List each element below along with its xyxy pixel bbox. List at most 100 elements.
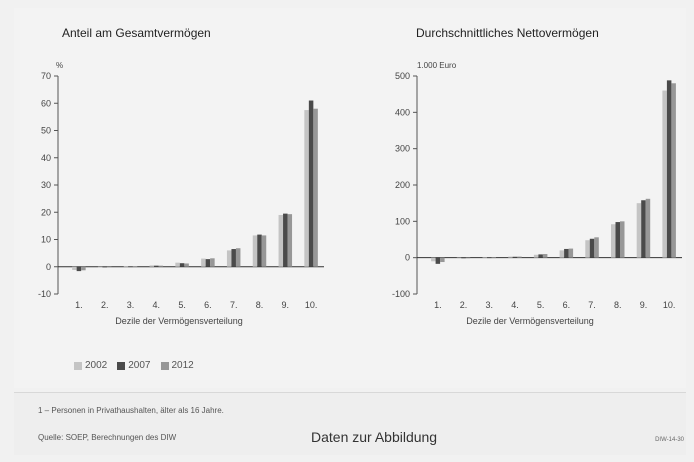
bar-right-2002-decile-5	[533, 254, 539, 258]
x-tick-label-left: 10.	[305, 300, 318, 310]
bar-right-2002-decile-1	[431, 257, 436, 262]
bar-left-2012-decile-2	[106, 266, 112, 268]
bar-left-2012-decile-8	[261, 235, 267, 267]
x-tick-label-left: 5.	[178, 300, 186, 310]
bar-right-2012-decile-2	[465, 257, 471, 259]
bar-right-2012-decile-8	[620, 221, 625, 258]
x-tick-label-left: 6.	[204, 300, 212, 310]
bar-right-2007-decile-1	[435, 257, 441, 264]
bar-left-2002-decile-10	[304, 110, 309, 267]
bar-left-2007-decile-8	[257, 234, 262, 267]
unit-label-right: 1.000 Euro	[417, 61, 457, 70]
y-tick-label-left: 30	[41, 180, 51, 190]
bar-left-2012-decile-10	[313, 108, 318, 267]
x-tick-label-right: 4.	[511, 300, 519, 310]
bar-right-2012-decile-1	[440, 257, 445, 263]
legend-item-2012: 2012	[160, 360, 194, 371]
figure-footer: 1 – Personen in Privathaushalten, älter …	[14, 392, 686, 455]
bar-right-2007-decile-2	[461, 257, 466, 259]
y-tick-label-left: 50	[41, 126, 51, 136]
y-tick-label-right: 400	[395, 107, 410, 117]
bar-left-2007-decile-2	[102, 266, 107, 268]
bar-left-2002-decile-8	[252, 235, 258, 267]
x-tick-label-right: 8.	[614, 300, 622, 310]
x-tick-label-right: 2.	[460, 300, 468, 310]
bar-left-2007-decile-5	[179, 263, 185, 267]
bar-right-2012-decile-3	[491, 257, 496, 259]
bar-right-2012-decile-9	[645, 198, 651, 258]
y-tick-label-left: 40	[41, 153, 51, 163]
bar-left-2002-decile-9	[278, 214, 284, 267]
y-tick-label-right: 300	[395, 144, 410, 154]
bar-right-2007-decile-5	[538, 254, 543, 258]
bar-right-2002-decile-4	[508, 256, 513, 258]
bar-right-2007-decile-9	[641, 200, 646, 258]
bar-right-2002-decile-7	[585, 240, 590, 258]
y-tick-label-left: 10	[41, 235, 51, 245]
bar-right-2007-decile-4	[512, 256, 518, 258]
x-tick-label-right: 1.	[434, 300, 442, 310]
chart-panel: Anteil am Gesamtvermögen Durchschnittlic…	[14, 8, 686, 388]
x-axis-label-left: Dezile der Vermögensverteilung	[115, 316, 243, 326]
x-tick-label-right: 6.	[563, 300, 571, 310]
bar-right-2012-decile-7	[594, 237, 599, 258]
bar-left-2002-decile-6	[201, 258, 206, 267]
bar-left-2012-decile-3	[132, 266, 138, 268]
x-tick-label-left: 9.	[282, 300, 290, 310]
bar-right-2007-decile-6	[564, 248, 569, 258]
bar-right-2007-decile-3	[487, 257, 492, 259]
bar-right-2002-decile-8	[611, 224, 616, 258]
x-tick-label-right: 10.	[663, 300, 676, 310]
y-tick-label-right: 100	[395, 216, 410, 226]
bar-left-2012-decile-4	[158, 265, 164, 267]
x-tick-label-left: 1.	[75, 300, 83, 310]
y-tick-label-right: 500	[395, 71, 410, 81]
legend-swatch-2012	[160, 361, 169, 370]
x-tick-label-left: 8.	[256, 300, 264, 310]
y-tick-label-right: 0	[405, 253, 410, 263]
y-tick-label-right: 200	[395, 180, 410, 190]
x-tick-label-left: 4.	[153, 300, 161, 310]
figure-code: DIW-14-30	[655, 437, 684, 443]
bar-left-2007-decile-6	[205, 259, 211, 267]
chart-title-right: Durchschnittliches Nettovermögen	[416, 26, 599, 40]
bar-left-2007-decile-9	[283, 213, 288, 267]
x-tick-label-left: 7.	[230, 300, 238, 310]
bar-left-2007-decile-4	[154, 265, 159, 267]
footnote: 1 – Personen in Privathaushalten, älter …	[38, 406, 224, 415]
bar-left-2007-decile-3	[128, 266, 133, 268]
unit-label-left: %	[56, 61, 63, 70]
legend-label-2007: 2007	[128, 360, 151, 371]
bar-left-2002-decile-2	[97, 266, 103, 268]
legend-swatch-2002	[74, 361, 82, 370]
x-axis-label-right: Dezile der Vermögensverteilung	[466, 316, 594, 326]
bar-right-2012-decile-10	[671, 83, 676, 258]
bar-left-2002-decile-3	[123, 266, 129, 268]
bar-right-2007-decile-7	[589, 238, 595, 258]
bar-left-2007-decile-10	[308, 100, 314, 267]
bar-right-2012-decile-5	[542, 254, 548, 258]
y-tick-label-left: 70	[41, 71, 51, 81]
y-tick-label-right: -100	[392, 289, 410, 299]
bar-right-2002-decile-9	[636, 203, 642, 258]
bar-left-2012-decile-7	[235, 248, 241, 267]
legend-label-2012: 2012	[171, 360, 194, 371]
bar-left-2012-decile-5	[184, 263, 189, 267]
chart-title-left: Anteil am Gesamtvermögen	[62, 26, 211, 40]
y-tick-label-left: 20	[41, 207, 51, 217]
bar-right-2012-decile-6	[568, 248, 574, 258]
bar-left-2012-decile-6	[210, 258, 215, 267]
x-tick-label-left: 3.	[127, 300, 135, 310]
bar-right-2002-decile-3	[482, 257, 487, 259]
y-tick-label-left: 0	[46, 262, 51, 272]
x-tick-label-left: 2.	[101, 300, 109, 310]
data-link[interactable]: Daten zur Abbildung	[311, 429, 438, 445]
bar-right-2002-decile-10	[662, 90, 667, 258]
legend-label-2002: 2002	[85, 360, 108, 371]
x-tick-label-right: 7.	[588, 300, 596, 310]
bar-right-2002-decile-2	[456, 257, 462, 259]
x-tick-label-right: 3.	[485, 300, 493, 310]
bar-left-2002-decile-4	[149, 265, 155, 267]
y-tick-label-left: 60	[41, 98, 51, 108]
bar-left-2002-decile-7	[226, 250, 232, 267]
